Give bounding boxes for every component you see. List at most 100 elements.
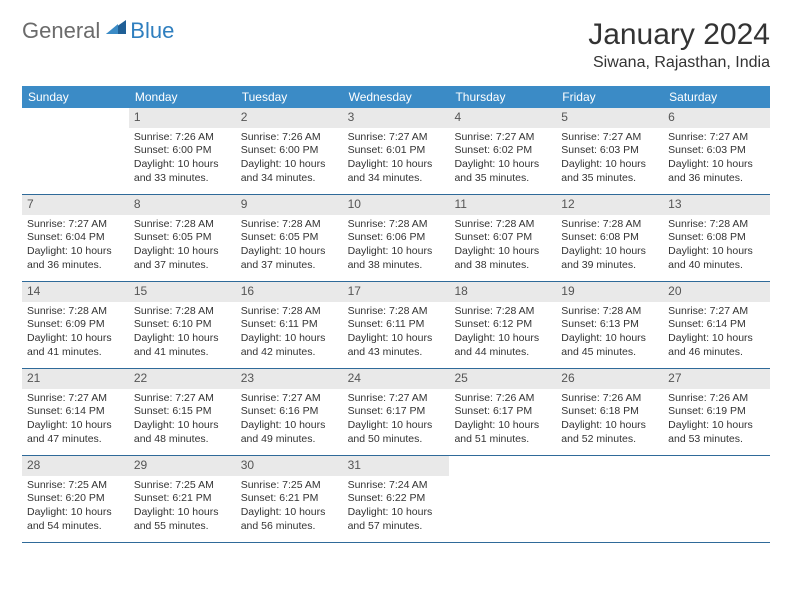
- calendar-cell: 10Sunrise: 7:28 AMSunset: 6:06 PMDayligh…: [343, 195, 450, 281]
- calendar-cell: 29Sunrise: 7:25 AMSunset: 6:21 PMDayligh…: [129, 456, 236, 542]
- cell-body: Sunrise: 7:25 AMSunset: 6:20 PMDaylight:…: [22, 476, 129, 540]
- day-header-wed: Wednesday: [343, 86, 450, 108]
- daylight-text: Daylight: 10 hours and 34 minutes.: [348, 158, 445, 185]
- day-header-tue: Tuesday: [236, 86, 343, 108]
- day-number: 18: [449, 282, 556, 302]
- sunrise-text: Sunrise: 7:26 AM: [561, 392, 658, 406]
- calendar-cell: 3Sunrise: 7:27 AMSunset: 6:01 PMDaylight…: [343, 108, 450, 194]
- day-number: 21: [22, 369, 129, 389]
- daylight-text: Daylight: 10 hours and 50 minutes.: [348, 419, 445, 446]
- daylight-text: Daylight: 10 hours and 47 minutes.: [27, 419, 124, 446]
- sunset-text: Sunset: 6:08 PM: [561, 231, 658, 245]
- sunrise-text: Sunrise: 7:28 AM: [134, 305, 231, 319]
- cell-body: Sunrise: 7:28 AMSunset: 6:12 PMDaylight:…: [449, 302, 556, 366]
- calendar-cell: 21Sunrise: 7:27 AMSunset: 6:14 PMDayligh…: [22, 369, 129, 455]
- cell-body: Sunrise: 7:28 AMSunset: 6:10 PMDaylight:…: [129, 302, 236, 366]
- daylight-text: Daylight: 10 hours and 38 minutes.: [454, 245, 551, 272]
- cell-body: Sunrise: 7:28 AMSunset: 6:05 PMDaylight:…: [129, 215, 236, 279]
- cell-body: Sunrise: 7:27 AMSunset: 6:15 PMDaylight:…: [129, 389, 236, 453]
- daylight-text: Daylight: 10 hours and 35 minutes.: [454, 158, 551, 185]
- day-number: 27: [663, 369, 770, 389]
- day-header-row: Sunday Monday Tuesday Wednesday Thursday…: [22, 86, 770, 108]
- sunset-text: Sunset: 6:14 PM: [27, 405, 124, 419]
- calendar-cell: [449, 456, 556, 542]
- day-number: 13: [663, 195, 770, 215]
- daylight-text: Daylight: 10 hours and 41 minutes.: [27, 332, 124, 359]
- sunrise-text: Sunrise: 7:26 AM: [668, 392, 765, 406]
- week-row: 14Sunrise: 7:28 AMSunset: 6:09 PMDayligh…: [22, 282, 770, 369]
- day-number: 31: [343, 456, 450, 476]
- daylight-text: Daylight: 10 hours and 39 minutes.: [561, 245, 658, 272]
- calendar-cell: 16Sunrise: 7:28 AMSunset: 6:11 PMDayligh…: [236, 282, 343, 368]
- daylight-text: Daylight: 10 hours and 37 minutes.: [134, 245, 231, 272]
- sunset-text: Sunset: 6:00 PM: [241, 144, 338, 158]
- daylight-text: Daylight: 10 hours and 53 minutes.: [668, 419, 765, 446]
- sunrise-text: Sunrise: 7:25 AM: [134, 479, 231, 493]
- day-number: 3: [343, 108, 450, 128]
- sunrise-text: Sunrise: 7:28 AM: [668, 218, 765, 232]
- sunrise-text: Sunrise: 7:28 AM: [27, 305, 124, 319]
- calendar-cell: 2Sunrise: 7:26 AMSunset: 6:00 PMDaylight…: [236, 108, 343, 194]
- calendar-cell: 30Sunrise: 7:25 AMSunset: 6:21 PMDayligh…: [236, 456, 343, 542]
- week-row: 1Sunrise: 7:26 AMSunset: 6:00 PMDaylight…: [22, 108, 770, 195]
- sunrise-text: Sunrise: 7:28 AM: [454, 305, 551, 319]
- cell-body: Sunrise: 7:28 AMSunset: 6:07 PMDaylight:…: [449, 215, 556, 279]
- location: Siwana, Rajasthan, India: [588, 54, 770, 72]
- sunset-text: Sunset: 6:12 PM: [454, 318, 551, 332]
- sunrise-text: Sunrise: 7:28 AM: [241, 218, 338, 232]
- daylight-text: Daylight: 10 hours and 42 minutes.: [241, 332, 338, 359]
- cell-body: Sunrise: 7:28 AMSunset: 6:08 PMDaylight:…: [663, 215, 770, 279]
- day-number: 24: [343, 369, 450, 389]
- title-block: January 2024 Siwana, Rajasthan, India: [588, 18, 770, 72]
- sunrise-text: Sunrise: 7:28 AM: [134, 218, 231, 232]
- sunset-text: Sunset: 6:13 PM: [561, 318, 658, 332]
- day-number: 6: [663, 108, 770, 128]
- sunset-text: Sunset: 6:20 PM: [27, 492, 124, 506]
- sunrise-text: Sunrise: 7:27 AM: [134, 392, 231, 406]
- calendar-cell: [556, 456, 663, 542]
- daylight-text: Daylight: 10 hours and 48 minutes.: [134, 419, 231, 446]
- sunset-text: Sunset: 6:09 PM: [27, 318, 124, 332]
- logo-sail-icon: [104, 18, 128, 36]
- sunrise-text: Sunrise: 7:25 AM: [27, 479, 124, 493]
- logo: General Blue: [22, 18, 174, 44]
- calendar-cell: 20Sunrise: 7:27 AMSunset: 6:14 PMDayligh…: [663, 282, 770, 368]
- sunrise-text: Sunrise: 7:28 AM: [241, 305, 338, 319]
- sunrise-text: Sunrise: 7:28 AM: [561, 218, 658, 232]
- day-number: 7: [22, 195, 129, 215]
- cell-body: Sunrise: 7:27 AMSunset: 6:14 PMDaylight:…: [22, 389, 129, 453]
- cell-body: Sunrise: 7:27 AMSunset: 6:17 PMDaylight:…: [343, 389, 450, 453]
- sunrise-text: Sunrise: 7:27 AM: [241, 392, 338, 406]
- day-number: 9: [236, 195, 343, 215]
- calendar-cell: 11Sunrise: 7:28 AMSunset: 6:07 PMDayligh…: [449, 195, 556, 281]
- day-number: 5: [556, 108, 663, 128]
- day-number: 15: [129, 282, 236, 302]
- day-number: 11: [449, 195, 556, 215]
- header: General Blue January 2024 Siwana, Rajast…: [22, 18, 770, 72]
- sunset-text: Sunset: 6:15 PM: [134, 405, 231, 419]
- cell-body: Sunrise: 7:24 AMSunset: 6:22 PMDaylight:…: [343, 476, 450, 540]
- sunset-text: Sunset: 6:21 PM: [241, 492, 338, 506]
- sunset-text: Sunset: 6:22 PM: [348, 492, 445, 506]
- day-header-mon: Monday: [129, 86, 236, 108]
- daylight-text: Daylight: 10 hours and 40 minutes.: [668, 245, 765, 272]
- cell-body: Sunrise: 7:27 AMSunset: 6:01 PMDaylight:…: [343, 128, 450, 192]
- daylight-text: Daylight: 10 hours and 46 minutes.: [668, 332, 765, 359]
- sunset-text: Sunset: 6:05 PM: [134, 231, 231, 245]
- calendar-cell: 28Sunrise: 7:25 AMSunset: 6:20 PMDayligh…: [22, 456, 129, 542]
- calendar-cell: 8Sunrise: 7:28 AMSunset: 6:05 PMDaylight…: [129, 195, 236, 281]
- daylight-text: Daylight: 10 hours and 45 minutes.: [561, 332, 658, 359]
- sunrise-text: Sunrise: 7:25 AM: [241, 479, 338, 493]
- calendar-cell: 15Sunrise: 7:28 AMSunset: 6:10 PMDayligh…: [129, 282, 236, 368]
- sunset-text: Sunset: 6:17 PM: [348, 405, 445, 419]
- sunset-text: Sunset: 6:18 PM: [561, 405, 658, 419]
- sunset-text: Sunset: 6:21 PM: [134, 492, 231, 506]
- day-number: 20: [663, 282, 770, 302]
- cell-body: Sunrise: 7:28 AMSunset: 6:08 PMDaylight:…: [556, 215, 663, 279]
- sunset-text: Sunset: 6:11 PM: [348, 318, 445, 332]
- calendar-cell: 27Sunrise: 7:26 AMSunset: 6:19 PMDayligh…: [663, 369, 770, 455]
- sunset-text: Sunset: 6:10 PM: [134, 318, 231, 332]
- cell-body: Sunrise: 7:28 AMSunset: 6:11 PMDaylight:…: [236, 302, 343, 366]
- cell-body: Sunrise: 7:27 AMSunset: 6:04 PMDaylight:…: [22, 215, 129, 279]
- day-header-sat: Saturday: [663, 86, 770, 108]
